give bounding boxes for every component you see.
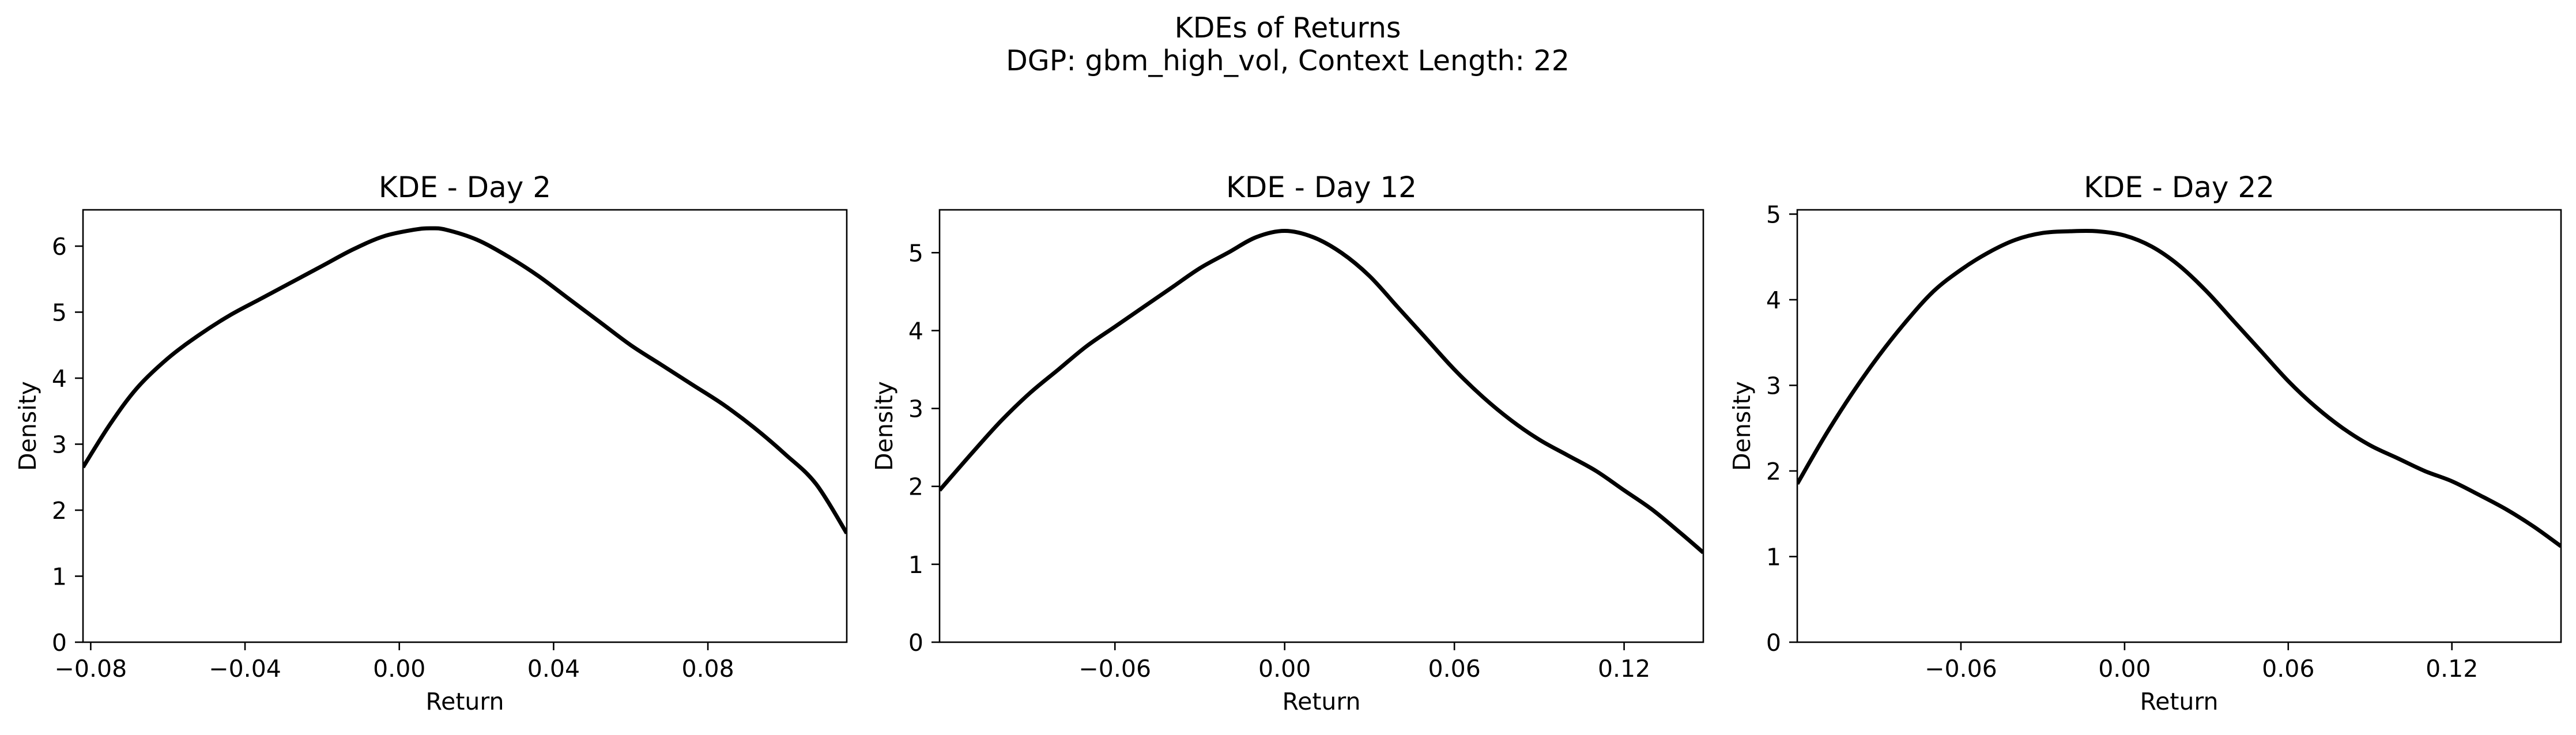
x-tick-label: 0.04 bbox=[527, 655, 580, 683]
y-tick-label: 0 bbox=[908, 629, 923, 657]
subplot-day-2: −0.08 −0.04 0.00 0.04 0.08 0 1 2 3 4 5 6 KDE - Day 2… bbox=[14, 171, 848, 715]
axes-frame bbox=[82, 209, 848, 643]
y-tick-label: 1 bbox=[52, 563, 67, 590]
y-tick-label: 1 bbox=[908, 551, 923, 579]
y-tick-label: 1 bbox=[1766, 543, 1781, 571]
kde-curve-day-12 bbox=[940, 228, 1703, 555]
subplot-day-12: −0.06 0.00 0.06 0.12 0 1 2 3 4 5 KDE - Day 12 Retur… bbox=[870, 171, 1704, 715]
y-tick-label: 5 bbox=[908, 239, 923, 267]
x-tick-label: −0.08 bbox=[55, 655, 127, 683]
x-tick-label: −0.06 bbox=[1925, 655, 1997, 683]
axes-frame bbox=[1796, 209, 2562, 643]
subplot-day-22: −0.06 0.00 0.06 0.12 0 1 2 3 4 5 KDE - Day 22 Retur… bbox=[1728, 171, 2562, 715]
figure-subtitle: DGP: gbm_high_vol, Context Length: 22 bbox=[1006, 44, 1570, 77]
x-tick-label: 0.00 bbox=[1258, 655, 1311, 683]
y-tick-label: 2 bbox=[1766, 458, 1781, 485]
kde-curve-day-2 bbox=[83, 226, 847, 534]
y-axis-label: Density bbox=[870, 381, 898, 471]
x-tick-label: 0.06 bbox=[2262, 655, 2314, 683]
y-tick-label: 4 bbox=[1766, 287, 1781, 314]
figure-title: KDEs of Returns bbox=[1175, 12, 1401, 44]
y-tick-label: 4 bbox=[908, 317, 923, 345]
y-tick-label: 4 bbox=[52, 365, 67, 393]
x-tick-label: −0.04 bbox=[209, 655, 281, 683]
x-tick-label: 0.08 bbox=[681, 655, 734, 683]
y-tick-label: 2 bbox=[52, 497, 67, 525]
y-tick-label: 2 bbox=[908, 473, 923, 501]
y-tick-label: 3 bbox=[52, 431, 67, 458]
x-axis-label: Return bbox=[1282, 688, 1360, 715]
subplot-grid: −0.08 −0.04 0.00 0.04 0.08 0 1 2 3 4 5 6 KDE - Day 2… bbox=[14, 171, 2562, 715]
subplot-title: KDE - Day 12 bbox=[1226, 171, 1417, 204]
y-tick-label: 0 bbox=[52, 629, 67, 657]
y-tick-label: 6 bbox=[52, 233, 67, 261]
x-tick-label: 0.12 bbox=[1598, 655, 1650, 683]
x-tick-label: 0.00 bbox=[2098, 655, 2151, 683]
y-axis-label: Density bbox=[1728, 381, 1756, 471]
x-tick-label: 0.00 bbox=[373, 655, 425, 683]
y-tick-label: 0 bbox=[1766, 629, 1781, 657]
y-tick-label: 5 bbox=[1766, 201, 1781, 228]
y-axis-label: Density bbox=[14, 381, 42, 471]
axes-frame bbox=[938, 209, 1704, 643]
y-tick-label: 5 bbox=[52, 299, 67, 326]
x-axis-label: Return bbox=[425, 688, 504, 715]
kde-curve-day-22 bbox=[1797, 228, 2561, 548]
subplot-title: KDE - Day 22 bbox=[2084, 171, 2275, 204]
x-tick-label: 0.06 bbox=[1428, 655, 1480, 683]
x-tick-label: 0.12 bbox=[2426, 655, 2478, 683]
x-tick-label: −0.06 bbox=[1078, 655, 1151, 683]
x-axis-label: Return bbox=[2140, 688, 2218, 715]
y-tick-label: 3 bbox=[1766, 372, 1781, 399]
y-tick-label: 3 bbox=[908, 395, 923, 423]
subplot-title: KDE - Day 2 bbox=[379, 171, 551, 204]
